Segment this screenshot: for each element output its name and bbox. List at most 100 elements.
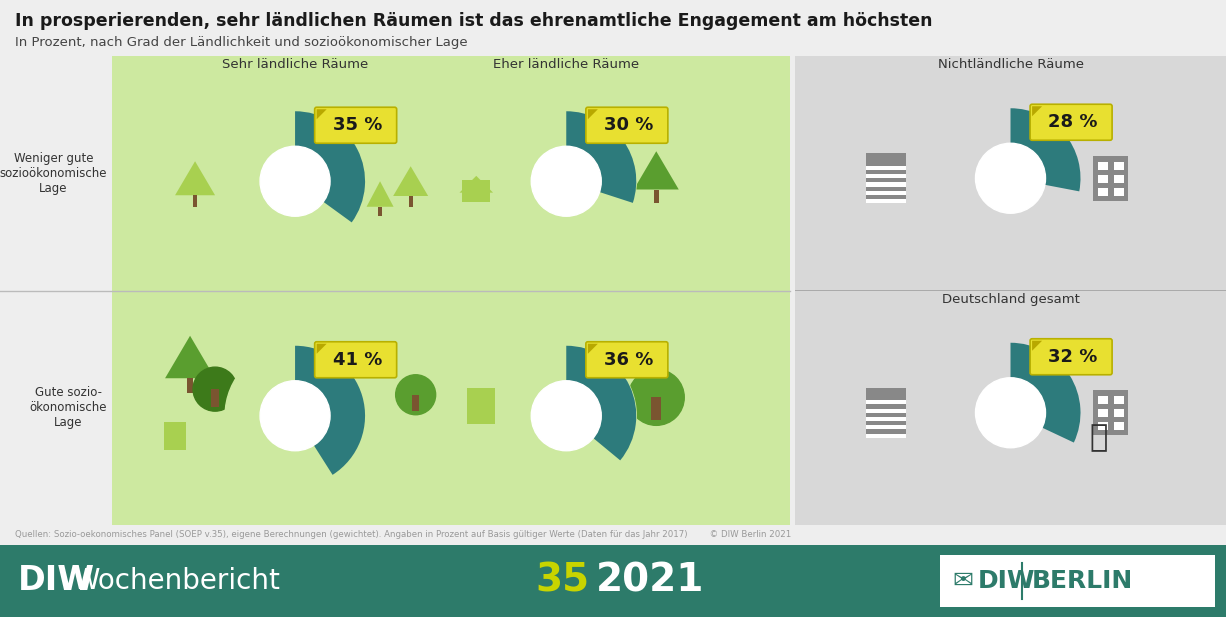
Text: 30 %: 30 % bbox=[604, 116, 653, 135]
Circle shape bbox=[531, 146, 601, 216]
FancyBboxPatch shape bbox=[1030, 339, 1112, 375]
Bar bbox=[379, 207, 381, 216]
Polygon shape bbox=[394, 166, 428, 196]
Text: Quellen: Sozio-oekonomisches Panel (SOEP v.35), eigene Berechnungen (gewichtet).: Quellen: Sozio-oekonomisches Panel (SOEP… bbox=[15, 530, 791, 539]
Wedge shape bbox=[295, 111, 365, 222]
Circle shape bbox=[940, 343, 1080, 482]
Text: 2021: 2021 bbox=[596, 562, 705, 600]
Wedge shape bbox=[566, 346, 636, 460]
Polygon shape bbox=[316, 109, 326, 119]
Bar bbox=[1098, 188, 1108, 196]
Polygon shape bbox=[175, 161, 215, 195]
Text: Sehr ländliche Räume: Sehr ländliche Räume bbox=[222, 58, 368, 71]
Circle shape bbox=[497, 111, 636, 251]
Bar bbox=[467, 387, 495, 424]
Bar bbox=[651, 397, 661, 420]
Circle shape bbox=[226, 346, 365, 486]
Circle shape bbox=[260, 146, 330, 216]
Bar bbox=[1114, 396, 1124, 404]
Bar bbox=[462, 180, 490, 202]
Text: 28 %: 28 % bbox=[1048, 114, 1097, 131]
Text: Gute sozio-
ökonomische
Lage: Gute sozio- ökonomische Lage bbox=[29, 386, 107, 429]
Text: 35 %: 35 % bbox=[333, 116, 383, 135]
Circle shape bbox=[497, 346, 636, 486]
Polygon shape bbox=[367, 181, 394, 207]
Bar bbox=[866, 153, 906, 203]
Polygon shape bbox=[1032, 106, 1042, 116]
Polygon shape bbox=[460, 176, 493, 193]
Circle shape bbox=[976, 143, 1046, 213]
Bar bbox=[866, 387, 906, 437]
FancyBboxPatch shape bbox=[315, 342, 397, 378]
FancyBboxPatch shape bbox=[586, 342, 668, 378]
Circle shape bbox=[396, 375, 435, 415]
Bar bbox=[192, 195, 197, 207]
Circle shape bbox=[260, 381, 330, 451]
Bar bbox=[112, 56, 790, 525]
Wedge shape bbox=[295, 346, 365, 475]
Circle shape bbox=[940, 108, 1080, 248]
Bar bbox=[1114, 422, 1124, 430]
Text: 36 %: 36 % bbox=[604, 350, 653, 369]
Text: Wochenbericht: Wochenbericht bbox=[72, 567, 280, 595]
Bar bbox=[866, 174, 906, 178]
Polygon shape bbox=[634, 151, 679, 189]
Text: Deutschland gesamt: Deutschland gesamt bbox=[942, 292, 1079, 305]
Bar bbox=[1098, 175, 1108, 183]
Bar bbox=[1098, 422, 1108, 430]
Bar bbox=[866, 191, 906, 195]
Bar bbox=[866, 417, 906, 421]
Polygon shape bbox=[587, 344, 598, 354]
Bar bbox=[211, 389, 219, 407]
Text: ✉: ✉ bbox=[953, 569, 973, 593]
Bar bbox=[1114, 162, 1124, 170]
Text: Nichtländliche Räume: Nichtländliche Räume bbox=[938, 58, 1084, 71]
Bar bbox=[0, 545, 1226, 617]
Bar bbox=[1098, 162, 1108, 170]
Text: 32 %: 32 % bbox=[1048, 348, 1097, 366]
Circle shape bbox=[628, 370, 684, 425]
Circle shape bbox=[976, 378, 1046, 448]
Circle shape bbox=[226, 111, 365, 251]
Text: Eher ländliche Räume: Eher ländliche Räume bbox=[493, 58, 639, 71]
Bar bbox=[866, 400, 906, 404]
Bar bbox=[940, 555, 1215, 607]
Text: In prosperierenden, sehr ländlichen Räumen ist das ehrenamtliche Engagement am h: In prosperierenden, sehr ländlichen Räum… bbox=[15, 12, 933, 30]
Wedge shape bbox=[1010, 343, 1080, 442]
Bar bbox=[866, 183, 906, 186]
Bar bbox=[1114, 409, 1124, 417]
Text: 🗺: 🗺 bbox=[1090, 423, 1107, 452]
Text: In Prozent, nach Grad der Ländlichkeit und sozioökonomischer Lage: In Prozent, nach Grad der Ländlichkeit u… bbox=[15, 36, 467, 49]
Bar bbox=[188, 378, 192, 393]
Text: DIW: DIW bbox=[18, 565, 96, 597]
Bar bbox=[866, 434, 906, 437]
Bar bbox=[1094, 155, 1128, 201]
Bar bbox=[1098, 396, 1108, 404]
Polygon shape bbox=[166, 336, 215, 378]
Text: 41 %: 41 % bbox=[333, 350, 383, 369]
FancyBboxPatch shape bbox=[1030, 104, 1112, 140]
Polygon shape bbox=[316, 344, 326, 354]
Wedge shape bbox=[566, 111, 636, 203]
Bar bbox=[164, 422, 186, 450]
Bar bbox=[794, 290, 1226, 291]
Bar bbox=[866, 408, 906, 413]
Circle shape bbox=[192, 367, 237, 411]
Bar bbox=[866, 425, 906, 429]
Bar bbox=[1114, 188, 1124, 196]
Wedge shape bbox=[1010, 108, 1080, 191]
Bar bbox=[1114, 175, 1124, 183]
Text: Weniger gute
sozioökonomische
Lage: Weniger gute sozioökonomische Lage bbox=[0, 152, 107, 195]
Text: DIW: DIW bbox=[978, 569, 1036, 593]
Bar bbox=[866, 199, 906, 203]
Text: 35: 35 bbox=[536, 562, 590, 600]
Bar bbox=[794, 56, 1226, 525]
Bar bbox=[866, 166, 906, 170]
Bar bbox=[1098, 409, 1108, 417]
FancyBboxPatch shape bbox=[586, 107, 668, 143]
Circle shape bbox=[531, 381, 601, 451]
Bar bbox=[1094, 390, 1128, 435]
Polygon shape bbox=[587, 109, 598, 119]
Bar bbox=[408, 196, 413, 207]
Polygon shape bbox=[1032, 341, 1042, 350]
